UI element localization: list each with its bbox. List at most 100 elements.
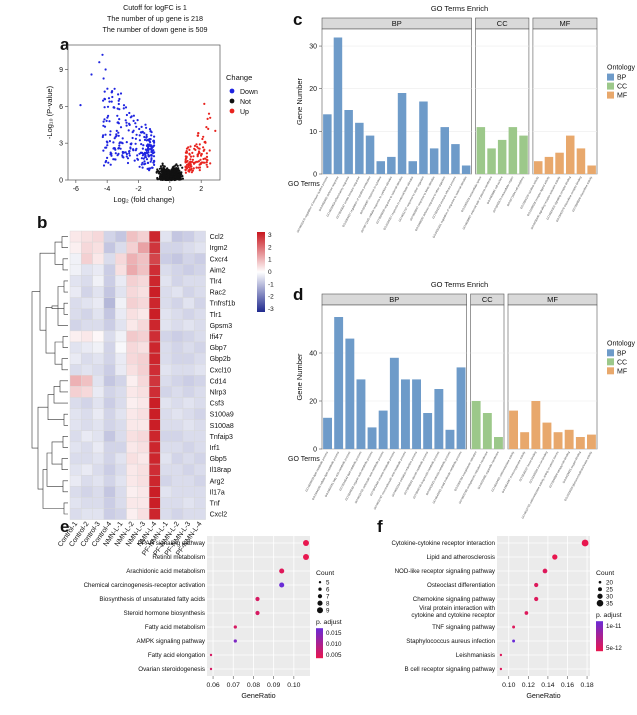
heatmap-cell bbox=[137, 375, 150, 387]
volcano-point bbox=[165, 174, 168, 177]
volcano-point bbox=[160, 174, 163, 177]
heatmap-cell bbox=[126, 308, 139, 321]
dot-plot-area bbox=[207, 536, 310, 676]
go-bar bbox=[367, 427, 377, 449]
dendrogram-branch bbox=[62, 258, 68, 271]
heatmap-cell bbox=[69, 264, 82, 276]
volcano-point bbox=[143, 135, 146, 139]
heatmap-cell bbox=[171, 508, 184, 520]
heatmap-cell bbox=[182, 463, 195, 476]
heatmap-cell bbox=[92, 308, 105, 321]
volcano-point bbox=[187, 169, 190, 172]
volcano-point bbox=[128, 152, 131, 155]
volcano-point bbox=[130, 142, 133, 145]
heatmap-cell bbox=[114, 386, 127, 398]
heatmap-cell bbox=[114, 408, 127, 420]
count-legend-dot bbox=[597, 593, 603, 599]
heatmap-cell bbox=[194, 275, 206, 287]
volcano-point bbox=[159, 165, 162, 168]
heatmap-cell bbox=[81, 275, 93, 287]
volcano-point bbox=[184, 171, 187, 174]
heatmap-cell bbox=[160, 341, 172, 354]
go-bar bbox=[519, 135, 528, 174]
heatmap-cell bbox=[103, 441, 116, 454]
volcano-point bbox=[188, 166, 191, 169]
heatmap-cell bbox=[92, 486, 105, 498]
volcano-point bbox=[153, 163, 156, 166]
heatmap-cell bbox=[148, 319, 161, 332]
volcano-point bbox=[188, 148, 191, 151]
heatmap-cell bbox=[114, 241, 127, 254]
heatmap-cell bbox=[182, 419, 195, 432]
heatmap-row-label: Aim2 bbox=[210, 267, 226, 274]
volcano-point bbox=[102, 124, 105, 127]
heatmap-cell bbox=[114, 430, 127, 443]
heatmap-cell bbox=[137, 452, 150, 465]
volcano-point bbox=[116, 114, 119, 117]
volcano-point bbox=[103, 97, 106, 100]
term-label: Viral protein interaction with cytokine a… bbox=[411, 605, 495, 619]
heatmap-cell bbox=[182, 230, 195, 243]
heatmap-cell bbox=[137, 419, 150, 432]
volcano-point bbox=[109, 163, 112, 166]
heatmap-cell bbox=[148, 297, 161, 309]
panel-label-d: d bbox=[293, 285, 303, 304]
go-bar bbox=[333, 37, 343, 174]
volcano-point bbox=[101, 135, 104, 139]
volcano-point bbox=[146, 152, 149, 155]
volcano-point bbox=[102, 99, 105, 102]
volcano-point bbox=[169, 177, 172, 180]
volcano-point bbox=[184, 160, 187, 163]
volcano-point bbox=[207, 112, 211, 115]
term-label: NOD-like receptor signaling pathway bbox=[395, 568, 496, 575]
volcano-point bbox=[118, 118, 121, 121]
count-legend-label: 7 bbox=[326, 594, 330, 601]
heatmap-cell bbox=[69, 241, 82, 254]
volcano-point bbox=[136, 154, 139, 157]
y-tick-label: 3 bbox=[59, 141, 63, 148]
volcano-point bbox=[136, 158, 140, 161]
heatmap-cell bbox=[103, 430, 116, 443]
heatmap-cell bbox=[148, 408, 161, 420]
volcano-point bbox=[125, 113, 128, 117]
volcano-point bbox=[145, 126, 148, 129]
heatmap-cell bbox=[137, 352, 150, 365]
volcano-point bbox=[163, 165, 166, 168]
dot-point bbox=[279, 582, 285, 588]
volcano-point bbox=[106, 87, 109, 90]
x-tick-label: 0.18 bbox=[580, 682, 593, 689]
count-legend-label: 35 bbox=[606, 601, 613, 608]
volcano-point bbox=[202, 135, 205, 138]
volcano-point bbox=[122, 151, 125, 154]
heatmap-cell bbox=[81, 319, 93, 332]
heatmap-cell bbox=[103, 252, 116, 265]
volcano-point bbox=[197, 160, 200, 163]
heatmap-cell bbox=[114, 341, 127, 354]
scale-tick-label: 3 bbox=[268, 232, 272, 239]
facet-label: BP bbox=[392, 19, 402, 28]
x-axis-label: GeneRatio bbox=[241, 691, 275, 700]
volcano-point bbox=[199, 158, 202, 161]
heatmap-cell bbox=[114, 397, 127, 409]
legend-label: CC bbox=[617, 84, 627, 91]
heatmap-cell bbox=[103, 264, 116, 276]
volcano-point bbox=[107, 161, 110, 164]
heatmap-cell bbox=[103, 375, 116, 387]
dot-point bbox=[499, 667, 503, 671]
volcano-point bbox=[134, 122, 137, 125]
heatmap-cell bbox=[171, 319, 184, 332]
heatmap-cell bbox=[69, 230, 82, 243]
heatmap-cell bbox=[69, 419, 82, 432]
volcano-point bbox=[196, 134, 199, 137]
volcano-point bbox=[103, 125, 107, 128]
y-axis-label: Gene Number bbox=[295, 353, 304, 401]
dendrogram-branch bbox=[62, 436, 68, 448]
volcano-point bbox=[173, 178, 176, 181]
heatmap-cell bbox=[194, 319, 206, 332]
count-legend-dot bbox=[318, 587, 322, 591]
volcano-point bbox=[153, 144, 156, 147]
volcano-point bbox=[111, 95, 114, 99]
term-label: Staphylococcus aureus infection bbox=[406, 638, 495, 645]
legend-label: Up bbox=[240, 109, 249, 116]
facet-panel bbox=[532, 28, 598, 175]
